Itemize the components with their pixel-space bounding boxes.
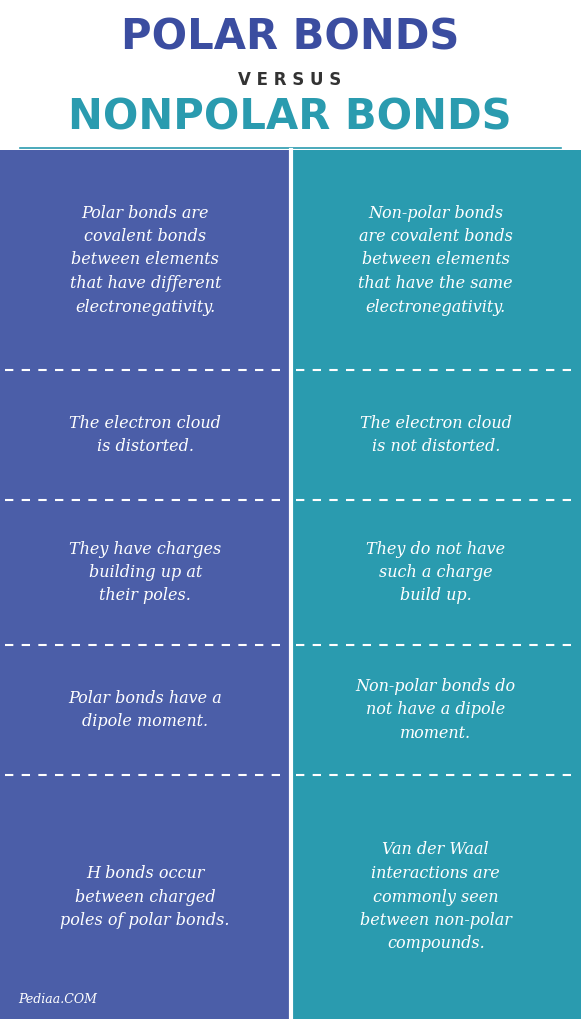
- Text: Polar bonds have a
dipole moment.: Polar bonds have a dipole moment.: [69, 690, 222, 730]
- Text: Van der Waal
interactions are
commonly seen
between non-polar
compounds.: Van der Waal interactions are commonly s…: [360, 842, 512, 952]
- Bar: [290, 500, 581, 645]
- Text: Polar bonds are
covalent bonds
between elements
that have different
electronegat: Polar bonds are covalent bonds between e…: [70, 205, 221, 315]
- Text: V E R S U S: V E R S U S: [238, 71, 342, 89]
- Text: Pediaa.COM: Pediaa.COM: [18, 993, 97, 1006]
- Text: Non-polar bonds do
not have a dipole
moment.: Non-polar bonds do not have a dipole mom…: [356, 678, 516, 742]
- Text: Non-polar bonds
are covalent bonds
between elements
that have the same
electrone: Non-polar bonds are covalent bonds betwe…: [358, 205, 513, 315]
- Bar: [0, 775, 290, 1019]
- Bar: [0, 500, 290, 645]
- Bar: [0, 645, 290, 775]
- Bar: [0, 370, 290, 500]
- Text: They have charges
building up at
their poles.: They have charges building up at their p…: [69, 541, 221, 604]
- Text: The electron cloud
is not distorted.: The electron cloud is not distorted.: [360, 415, 512, 456]
- Bar: [290, 775, 581, 1019]
- Bar: [290, 150, 581, 370]
- Bar: [290, 370, 581, 500]
- Text: NONPOLAR BONDS: NONPOLAR BONDS: [68, 97, 512, 139]
- Bar: [0, 150, 290, 370]
- Text: H bonds occur
between charged
poles of polar bonds.: H bonds occur between charged poles of p…: [60, 865, 230, 929]
- Text: They do not have
such a charge
build up.: They do not have such a charge build up.: [366, 541, 505, 604]
- Text: The electron cloud
is distorted.: The electron cloud is distorted.: [69, 415, 221, 456]
- Bar: [290, 645, 581, 775]
- Text: POLAR BONDS: POLAR BONDS: [121, 17, 459, 59]
